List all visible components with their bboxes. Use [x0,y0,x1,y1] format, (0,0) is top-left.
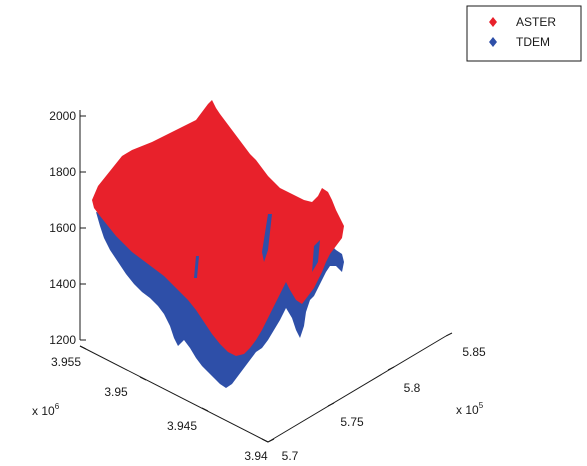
x-exponent-label-power: 5 [479,401,484,410]
y-tick-mark [139,376,147,381]
x-tick-mark [445,332,453,337]
legend-box [466,5,582,62]
x-tick-label-0: 5.7 [282,449,299,463]
axis-labels: 1200 1400 1600 1800 2000 3.94 3.945 3.95 3.955 5.… [32,109,486,463]
x-exponent-label: x 105 [456,401,484,417]
surface-group [92,100,344,388]
z-tick-label-1: 1400 [49,277,76,291]
y-axis-line [79,345,269,443]
tdem-streak-2 [194,256,199,278]
x-tick-mark [267,438,275,443]
x-tick-mark [327,402,335,407]
y-tick-label-1: 3.945 [167,419,197,433]
y-tick-label-0: 3.94 [244,449,268,463]
y-tick-label-2: 3.95 [104,385,128,399]
legend-label-tdem: TDEM [516,35,550,49]
x-tick-mark [387,366,395,371]
legend-marker-aster [489,17,497,27]
y-exponent-label: x 106 [32,402,60,418]
y-tick-label-3: 3.955 [51,355,81,369]
z-tick-label-4: 2000 [49,109,76,123]
legend-label-aster: ASTER [516,15,556,29]
aster-surface [92,100,344,356]
x-tick-label-3: 5.85 [462,345,486,359]
y-exponent-label-power: 6 [55,402,60,411]
y-tick-mark [261,438,269,443]
z-tick-label-2: 1600 [49,221,76,235]
legend-items: ASTER TDEM [489,15,556,49]
axes-group [79,110,453,443]
x-tick-label-1: 5.75 [340,415,364,429]
legend-marker-tdem [489,37,497,47]
z-tick-label-0: 1200 [49,333,76,347]
y-tick-mark [79,345,87,350]
tdem-streak-3 [312,240,320,272]
tdem-streak-1 [262,214,272,262]
x-tick-label-2: 5.8 [404,381,421,395]
z-tick-label-3: 1800 [49,165,76,179]
axis-ticks [79,115,453,443]
legend: ASTER TDEM [466,5,582,62]
x-axis-line [267,335,447,443]
y-tick-mark [201,407,209,412]
